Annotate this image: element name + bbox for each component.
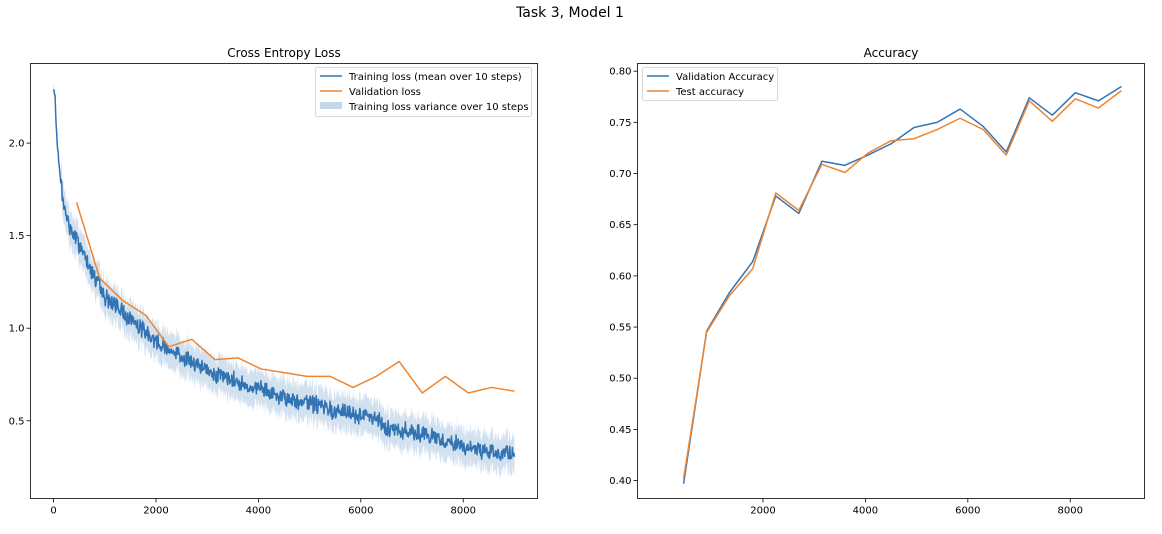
accuracy-ytick-label: 0.50 bbox=[609, 374, 631, 385]
accuracy-x-axis-ticks: 2000 4000 6000 8000 bbox=[750, 498, 1083, 517]
loss-legend: Training loss (mean over 10 steps) Valid… bbox=[315, 67, 532, 117]
validation-loss-series bbox=[75, 202, 515, 394]
accuracy-chart-title: Accuracy bbox=[864, 46, 919, 60]
legend-label-test-accuracy: Test accuracy bbox=[675, 87, 744, 98]
accuracy-series bbox=[682, 85, 1122, 484]
accuracy-xtick-label: 4000 bbox=[853, 506, 878, 517]
accuracy-ytick-label: 0.60 bbox=[609, 271, 631, 282]
accuracy-legend-box bbox=[642, 67, 778, 101]
accuracy-ytick-label: 0.80 bbox=[609, 67, 631, 78]
validation-accuracy-line bbox=[682, 85, 1122, 484]
accuracy-legend: Validation Accuracy Test accuracy bbox=[642, 67, 778, 101]
accuracy-xtick-label: 8000 bbox=[1058, 506, 1083, 517]
accuracy-ytick-label: 0.40 bbox=[609, 476, 631, 487]
legend-label-validation-loss: Validation loss bbox=[349, 87, 421, 98]
loss-xtick-label: 4000 bbox=[246, 506, 271, 517]
accuracy-ytick-label: 0.65 bbox=[609, 220, 631, 231]
loss-ytick-label: 1.0 bbox=[9, 324, 25, 335]
loss-chart: Cross Entropy Loss 0 2000 4000 6000 8000 0.5… bbox=[9, 46, 538, 517]
training-loss-variance-band bbox=[53, 83, 515, 480]
legend-swatch-variance bbox=[320, 102, 342, 109]
loss-ytick-label: 1.5 bbox=[9, 231, 25, 242]
accuracy-ytick-label: 0.70 bbox=[609, 169, 631, 180]
loss-xtick-label: 8000 bbox=[451, 506, 476, 517]
figure-suptitle: Task 3, Model 1 bbox=[515, 5, 624, 21]
accuracy-chart: Accuracy 2000 4000 6000 8000 0.400.450.500.… bbox=[609, 46, 1145, 517]
loss-ytick-label: 0.5 bbox=[9, 416, 25, 427]
loss-ytick-label: 2.0 bbox=[9, 139, 25, 150]
loss-xtick-label: 2000 bbox=[143, 506, 168, 517]
accuracy-ytick-label: 0.45 bbox=[609, 425, 631, 436]
legend-label-training-loss: Training loss (mean over 10 steps) bbox=[348, 72, 522, 83]
loss-xtick-label: 6000 bbox=[348, 506, 373, 517]
loss-chart-title: Cross Entropy Loss bbox=[227, 46, 340, 60]
accuracy-xtick-label: 2000 bbox=[750, 506, 775, 517]
validation-loss-line bbox=[75, 202, 515, 394]
accuracy-y-axis-ticks: 0.40 0.45 0.50 0.55 0.60 0.65 0.70 0.75 0.80 bbox=[609, 67, 638, 487]
accuracy-xtick-label: 6000 bbox=[955, 506, 980, 517]
loss-legend-box bbox=[315, 67, 532, 117]
loss-xtick-label: 0 bbox=[50, 506, 56, 517]
training-loss-series bbox=[52, 89, 516, 462]
loss-x-axis-ticks: 0 2000 4000 6000 8000 bbox=[50, 498, 476, 517]
loss-y-axis-ticks: 0.5 1.0 1.5 2.0 bbox=[9, 139, 31, 427]
training-loss-line bbox=[52, 89, 516, 462]
loss-plot-frame bbox=[30, 63, 538, 499]
legend-label-variance: Training loss variance over 10 steps bbox=[348, 102, 529, 113]
test-accuracy-line bbox=[682, 90, 1122, 479]
accuracy-ytick-label: 0.55 bbox=[609, 323, 631, 334]
training-loss-variance-area bbox=[53, 83, 515, 480]
legend-label-validation-accuracy: Validation Accuracy bbox=[676, 72, 774, 83]
accuracy-ytick-label: 0.75 bbox=[609, 118, 631, 129]
accuracy-plot-frame bbox=[637, 63, 1145, 499]
